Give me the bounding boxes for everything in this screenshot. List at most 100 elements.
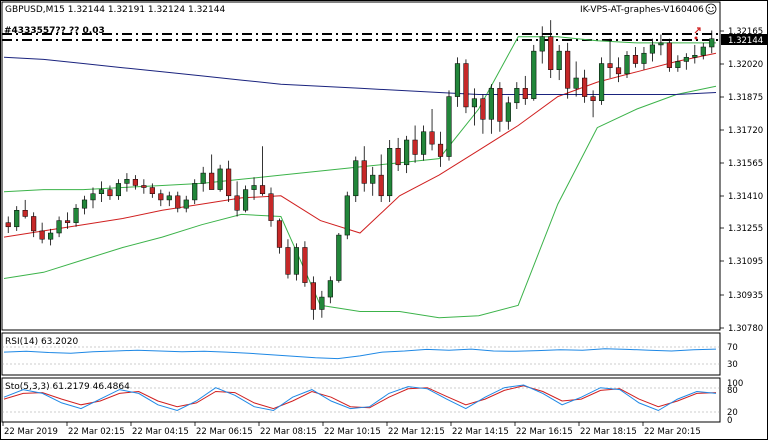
candle-body <box>14 210 20 228</box>
watermark: IK-VPS-AT-graphes-V160406 <box>580 5 704 15</box>
time-tick-label: 22 Mar 16:15 <box>516 427 573 437</box>
candle <box>463 59 469 114</box>
candle-body <box>463 63 469 108</box>
candle <box>404 135 410 174</box>
candle-body <box>539 36 545 52</box>
candle <box>217 164 223 192</box>
time-tick-label: 22 Mar 10:15 <box>324 427 381 437</box>
candle-body <box>488 88 494 120</box>
candle-body <box>31 216 37 232</box>
candle <box>624 51 630 78</box>
price-pane-frame <box>1 1 721 331</box>
candle <box>649 38 656 62</box>
candle-body <box>590 96 596 101</box>
candle <box>429 109 435 151</box>
candle-body <box>200 172 206 184</box>
candle <box>370 166 376 196</box>
candle-body <box>251 185 257 190</box>
candle <box>5 216 11 233</box>
price-tick-label: 1.31255 <box>728 224 763 234</box>
candle-body <box>607 63 613 68</box>
candle-body <box>666 42 672 68</box>
candle <box>98 181 105 202</box>
candle <box>192 179 198 205</box>
candle-body <box>709 38 715 48</box>
candle <box>497 82 503 132</box>
ma-slow-line <box>3 56 717 95</box>
candle <box>293 243 300 281</box>
time-tick-label: 22 Mar 08:15 <box>260 427 317 437</box>
candle <box>268 187 274 227</box>
candle <box>607 38 613 78</box>
candle <box>276 218 283 254</box>
candle-body <box>641 52 647 64</box>
candle-body <box>336 234 342 281</box>
candle-body <box>692 55 698 58</box>
candle <box>319 290 325 318</box>
chart-title: GBPUSD,M15 1.32144 1.32191 1.32124 1.321… <box>5 5 225 15</box>
candle-body <box>480 98 486 120</box>
candle-body <box>700 46 706 56</box>
candle <box>39 222 45 244</box>
candle-body <box>166 195 172 201</box>
candle <box>336 233 342 283</box>
candle <box>166 191 172 207</box>
current-price-label: 1.32144 <box>728 36 763 46</box>
time-tick-label: 22 Mar 20:15 <box>644 427 701 437</box>
smiley-icon <box>705 3 717 15</box>
time-tick-label: 22 Mar 2019 <box>4 427 58 437</box>
bb-upper-line <box>3 36 716 193</box>
candle <box>446 90 452 161</box>
rsi-pane[interactable]: RSI(14) 63.2020 <box>1 332 721 376</box>
candle <box>666 38 672 72</box>
candle <box>361 146 367 192</box>
candle-body <box>226 168 232 197</box>
candle <box>539 26 545 64</box>
candle-body <box>370 174 376 184</box>
candle-body <box>361 160 367 184</box>
candle <box>234 181 240 217</box>
candle-body <box>429 131 435 145</box>
candle-body <box>285 247 291 275</box>
price-pane[interactable]: GBPUSD,M15 1.32144 1.32191 1.32124 1.321… <box>1 1 721 331</box>
candle <box>505 96 511 130</box>
candle-body <box>319 296 325 310</box>
candle <box>73 204 79 227</box>
price-tick-label: 1.31410 <box>728 192 763 202</box>
candle <box>556 44 562 81</box>
moving-averages <box>3 52 717 238</box>
candle-body <box>649 44 656 54</box>
candle-body <box>387 148 393 197</box>
candle-body <box>192 183 198 201</box>
candle <box>107 185 113 200</box>
price-tick-label: 1.32165 <box>728 27 763 37</box>
candle <box>683 53 689 70</box>
candle <box>548 20 554 78</box>
price-tick-label: 1.31095 <box>728 257 763 267</box>
candle-body <box>437 143 444 157</box>
candle <box>81 195 88 215</box>
candle-body <box>497 88 503 122</box>
candle-body <box>683 57 689 62</box>
candle-body <box>582 77 588 97</box>
stochastic-pane[interactable]: Sto(5,3,3) 61.2179 46.4864 <box>1 377 721 423</box>
price-tick-label: 1.31720 <box>728 126 763 136</box>
candle-body <box>217 168 223 190</box>
candle-body <box>132 179 138 186</box>
candle-body <box>98 189 105 194</box>
ma-fast-line <box>3 52 717 238</box>
candle-body <box>293 247 300 275</box>
price-tick-label: 1.31875 <box>728 93 763 103</box>
stoch-tick-80: 80 <box>727 386 738 396</box>
candle-body <box>141 185 147 188</box>
candle <box>471 88 478 126</box>
candle-body <box>420 131 427 155</box>
candle <box>22 199 28 219</box>
candle-body <box>548 36 554 70</box>
stoch-tick-0: 0 <box>727 416 732 426</box>
time-tick-label: 22 Mar 04:15 <box>132 427 189 437</box>
candle <box>141 179 147 194</box>
candle-body <box>395 148 401 166</box>
candle <box>327 276 333 304</box>
